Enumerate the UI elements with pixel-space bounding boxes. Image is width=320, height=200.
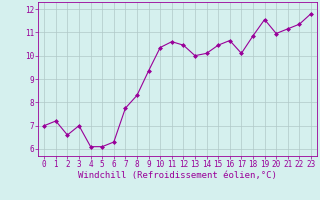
X-axis label: Windchill (Refroidissement éolien,°C): Windchill (Refroidissement éolien,°C) xyxy=(78,171,277,180)
